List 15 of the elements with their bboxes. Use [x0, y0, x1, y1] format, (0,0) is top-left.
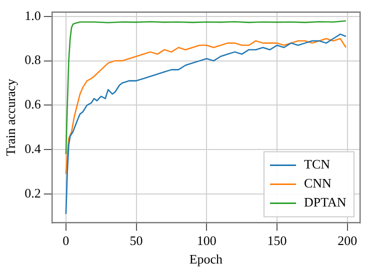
legend-label: TCN	[304, 156, 331, 172]
y-tick-label: 0.6	[24, 96, 42, 112]
y-tick-label: 0.4	[24, 140, 42, 156]
legend-label: CNN	[304, 176, 332, 191]
y-axis-title: Train accuracy	[3, 78, 18, 156]
x-tick-label: 50	[130, 233, 143, 248]
x-tick-label: 100	[196, 233, 216, 248]
y-tick-label: 1.0	[24, 8, 41, 23]
x-tick-label: 200	[338, 233, 358, 248]
x-tick-label: 0	[62, 233, 70, 248]
x-axis-title: Epoch	[189, 252, 224, 267]
x-tick-label: 150	[267, 233, 287, 248]
y-tick-label: 0.2	[24, 185, 41, 200]
y-tick-label: 0.8	[24, 52, 41, 68]
legend-label: DPTAN	[304, 194, 347, 210]
